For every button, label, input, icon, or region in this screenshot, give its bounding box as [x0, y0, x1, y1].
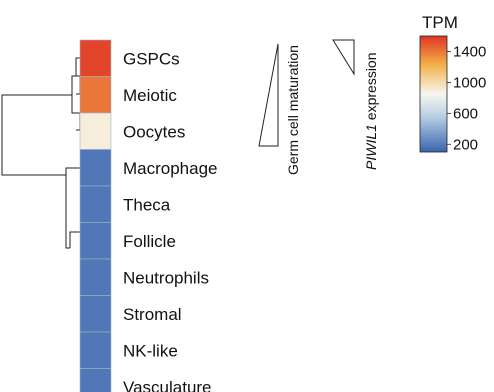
heatmap-cell-vasculature	[79, 368, 112, 392]
dendrogram-branch-germ	[71, 75, 81, 131]
row-dendrogram	[1, 57, 81, 249]
germ-cell-maturation-triangle	[258, 43, 279, 147]
colorbar-tick-label-200: 200	[453, 136, 478, 153]
heatmap-cell-oocytes	[79, 112, 112, 150]
row-label-stromal: Stromal	[123, 305, 182, 324]
heatmap-cell-neutrophils	[79, 258, 112, 296]
dendrogram-branch-somatic	[65, 167, 80, 249]
dendrogram-branch-root	[1, 94, 72, 176]
row-label-vasculature: Vasculature	[123, 378, 212, 392]
dendrogram-branch-gspcs-meiotic	[75, 57, 81, 95]
heatmap-cell-gspcs	[79, 39, 112, 77]
piwil1-expression-label: PIWIL1 expression	[363, 53, 379, 171]
heatmap-cell-stromal	[79, 295, 112, 333]
heatmap-cell-nk-like	[79, 331, 112, 369]
colorbar-ticks: 1400 1000 600 200	[447, 43, 486, 153]
dendrogram-branch-somatic-inner	[69, 231, 80, 248]
germ-cell-maturation-label: Germ cell maturation	[285, 45, 301, 175]
heatmap-cell-follicle	[79, 222, 112, 260]
row-label-nk-like: NK-like	[123, 341, 178, 360]
row-label-theca: Theca	[123, 195, 171, 214]
heatmap-cell-macrophage	[79, 149, 112, 187]
row-label-neutrophils: Neutrophils	[123, 268, 209, 287]
row-label-gspcs: GSPCs	[123, 49, 180, 68]
row-label-follicle: Follicle	[123, 232, 176, 251]
row-label-meiotic: Meiotic	[123, 86, 177, 105]
expression-word: expression	[363, 53, 379, 125]
colorbar-title: TPM	[422, 13, 458, 32]
colorbar-tick-label-1400: 1400	[453, 43, 486, 60]
piwil1-expression-triangle	[332, 39, 355, 76]
row-labels: GSPCs Meiotic Oocytes Macrophage Theca Follic…	[123, 49, 218, 392]
heatmap-cell-meiotic	[79, 76, 112, 114]
colorbar-tick-label-1000: 1000	[453, 74, 486, 91]
row-label-oocytes: Oocytes	[123, 122, 185, 141]
heatmap-cell-theca	[79, 185, 112, 223]
piwil1-gene-name: PIWIL1	[363, 124, 379, 170]
row-label-macrophage: Macrophage	[123, 159, 218, 178]
colorbar-tick-label-600: 600	[453, 105, 478, 122]
colorbar-gradient	[419, 35, 448, 153]
heatmap-cells	[79, 39, 112, 392]
